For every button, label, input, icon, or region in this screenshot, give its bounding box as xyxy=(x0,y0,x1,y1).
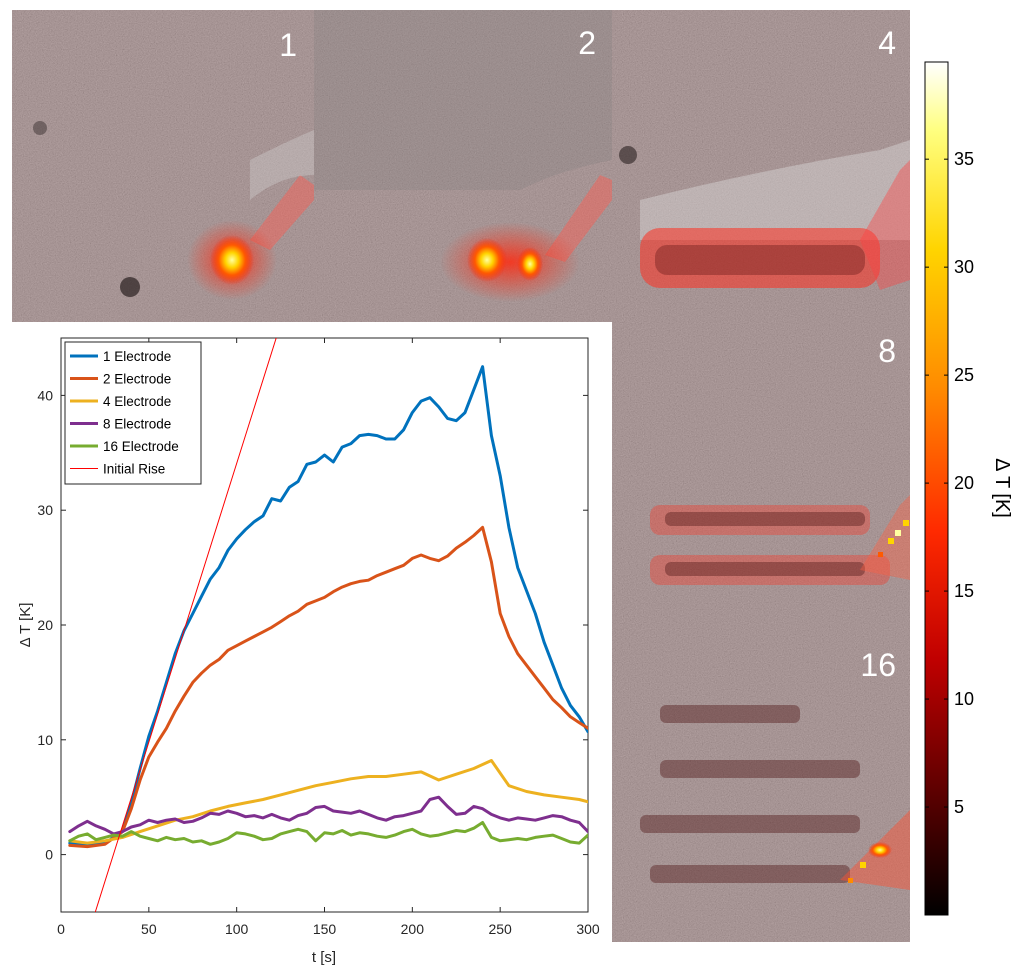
colorbar-tick-label: 15 xyxy=(954,581,974,601)
thermal-panel-4: 4 xyxy=(612,10,910,322)
series-line-16-electrode xyxy=(68,821,588,846)
x-tick-label: 0 xyxy=(57,921,65,937)
y-tick-label: 10 xyxy=(37,732,53,748)
x-tick-label: 250 xyxy=(488,921,512,937)
x-axis-ticks: 0 50 100 150 200 250 300 xyxy=(57,338,600,937)
y-tick-label: 40 xyxy=(37,387,53,403)
legend-label: Initial Rise xyxy=(103,462,165,477)
legend-label: 16 Electrode xyxy=(103,439,179,454)
y-tick-label: 30 xyxy=(37,502,53,518)
panel-label-8: 8 xyxy=(878,333,896,369)
colorbar-tick-label: 35 xyxy=(954,149,974,169)
x-tick-label: 150 xyxy=(313,921,337,937)
legend-label: 4 Electrode xyxy=(103,394,171,409)
x-tick-label: 50 xyxy=(141,921,157,937)
colorbar-tick-label: 10 xyxy=(954,689,974,709)
thermal-panel-1: 1 xyxy=(12,10,314,322)
series-layer xyxy=(68,338,588,912)
colorbar-tick-label: 25 xyxy=(954,365,974,385)
legend-label: 2 Electrode xyxy=(103,372,171,387)
legend-label: 8 Electrode xyxy=(103,417,171,432)
panel-label-2: 2 xyxy=(578,25,596,61)
x-tick-label: 200 xyxy=(401,921,425,937)
x-tick-label: 100 xyxy=(225,921,249,937)
panel-label-16: 16 xyxy=(860,647,896,683)
thermal-panel-2: 2 xyxy=(314,10,612,322)
colorbar-tick-label: 30 xyxy=(954,257,974,277)
colorbar-label: Δ T [K] xyxy=(991,458,1013,518)
series-line-8-electrode xyxy=(68,795,588,836)
series-line-4-electrode xyxy=(68,759,588,845)
y-tick-label: 0 xyxy=(45,847,53,863)
legend: 1 Electrode 2 Electrode 4 Electrode 8 Elect… xyxy=(64,341,202,485)
colorbar: 5 10 15 20 25 30 35 Δ T [K] xyxy=(924,61,1013,916)
legend-label: 1 Electrode xyxy=(103,349,171,364)
legend-box xyxy=(64,341,202,485)
y-tick-label: 20 xyxy=(37,617,53,633)
colorbar-ticks: 5 10 15 20 25 30 35 xyxy=(925,149,974,817)
colorbar-gradient xyxy=(924,61,949,916)
series-line-initial-rise xyxy=(94,338,277,912)
colorbar-tick-label: 5 xyxy=(954,797,964,817)
thermal-panel-8: 8 xyxy=(612,322,910,634)
panel-label-4: 4 xyxy=(878,25,896,61)
line-chart: 0 50 100 150 200 250 300 0 10 20 30 40 t [s] Δ T [… xyxy=(17,337,600,966)
x-axis-label: t [s] xyxy=(312,949,336,966)
y-axis-ticks: 0 10 20 30 40 xyxy=(37,387,588,863)
y-axis-label: Δ T [K] xyxy=(17,603,34,648)
series-line-1-electrode xyxy=(68,365,588,846)
colorbar-tick-label: 20 xyxy=(954,473,974,493)
x-tick-label: 300 xyxy=(576,921,600,937)
panel-label-1: 1 xyxy=(279,27,297,63)
thermal-panel-16: 16 xyxy=(612,634,910,942)
series-line-2-electrode xyxy=(68,525,588,849)
